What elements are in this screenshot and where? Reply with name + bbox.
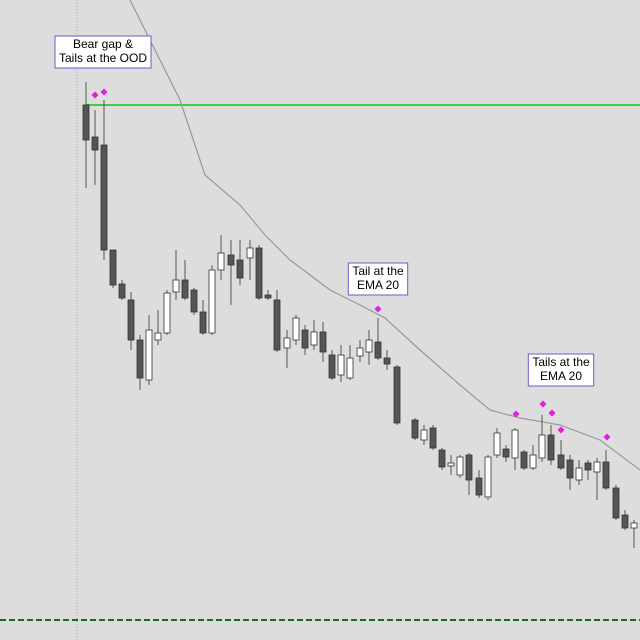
diamond-marker [557,426,565,434]
candle-body [484,456,492,498]
candle-body [547,434,555,461]
candle-body [246,247,254,259]
candle-body [456,456,464,476]
diamond-marker [603,433,611,441]
candle-body [145,329,153,381]
candle-body [310,331,318,346]
candle-body [346,357,354,379]
candle-body [264,294,272,299]
candle-body [172,279,180,293]
candle-body [374,341,382,359]
candle-body [538,434,546,459]
candle-body [255,247,263,299]
candle-body [100,144,108,251]
candle-body [301,329,309,349]
candle-body [292,317,300,341]
candle-body [465,454,473,481]
diamond-marker [374,305,382,313]
candle-body [82,104,90,141]
candle-body [365,339,373,353]
candle-body [154,332,162,341]
candle-body [447,462,455,467]
candle-body [109,249,117,286]
candle-body [438,449,446,468]
candle-body [393,366,401,424]
annotation-text: EMA 20 [540,369,582,383]
candle-body [199,311,207,334]
diamond-marker [539,400,547,408]
candle-body [502,448,510,458]
annotation: Bear gap &Tails at the OOD [54,35,152,69]
candle-body [511,429,519,459]
candle-body [273,299,281,351]
candle-body [217,252,225,271]
candle-body [520,451,528,469]
candle-body [557,454,565,469]
candle-body [163,292,171,334]
candle-body [190,289,198,313]
annotation-text: EMA 20 [357,278,399,292]
candle-body [356,347,364,357]
candle-body [208,269,216,334]
candle-body [319,331,327,353]
candle-body [127,299,135,341]
annotation-box [527,353,595,387]
candle-body [227,254,235,266]
candle-body [420,429,428,441]
diamond-marker [512,410,520,418]
diamond-marker [100,88,108,96]
candle-body [630,522,638,529]
candle-body [118,283,126,299]
candle-body [593,461,601,473]
candle-body [575,467,583,481]
candle-body [283,337,291,349]
candle-body [91,136,99,151]
candle-body [493,432,501,456]
candle-body [612,487,620,519]
candle-body [328,354,336,379]
annotation-box [347,262,409,296]
candle-body [411,419,419,439]
candle-body [236,259,244,279]
candle-body [475,477,483,496]
candle-body [602,461,610,489]
annotation-text: Tails at the OOD [59,51,147,65]
diamond-marker [548,409,556,417]
annotation-text: Tail at the [352,264,404,278]
candle-body [383,357,391,365]
candle-body [621,514,629,529]
candle-body [566,459,574,479]
annotation-box [54,35,152,69]
candle-body [136,339,144,379]
candle-body [529,454,537,469]
candle-body [181,279,189,299]
candle-body [337,354,345,376]
candle-body [584,462,592,471]
annotation-text: Tails at the [532,355,590,369]
diamond-marker [91,91,99,99]
ema-line [129,0,640,471]
annotation-text: Bear gap & [73,37,133,51]
candle-body [429,427,437,449]
